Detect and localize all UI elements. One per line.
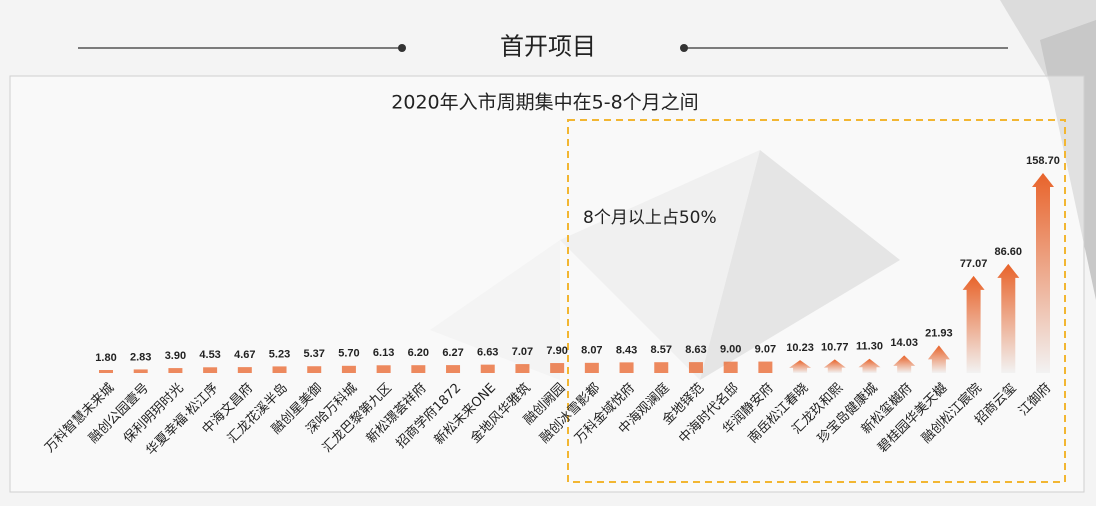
header-dot bbox=[398, 44, 406, 52]
bar bbox=[654, 362, 669, 373]
value-label: 5.23 bbox=[269, 348, 290, 360]
bar bbox=[723, 361, 738, 373]
bar bbox=[1032, 173, 1054, 373]
bar bbox=[341, 365, 356, 373]
value-label: 8.43 bbox=[616, 344, 637, 356]
bar bbox=[480, 364, 495, 373]
bar bbox=[376, 365, 391, 373]
value-label: 4.67 bbox=[234, 349, 255, 361]
value-label: 8.07 bbox=[581, 345, 602, 357]
chart-title: 首开项目 bbox=[500, 33, 596, 61]
bar bbox=[307, 366, 322, 373]
value-label: 77.07 bbox=[960, 258, 988, 270]
bar bbox=[168, 368, 183, 373]
value-label: 10.23 bbox=[786, 342, 814, 354]
bar bbox=[962, 275, 985, 373]
decoration bbox=[430, 0, 1096, 380]
bar bbox=[758, 361, 773, 373]
bar bbox=[99, 370, 113, 373]
value-label: 14.03 bbox=[890, 337, 918, 349]
value-label: 21.93 bbox=[925, 327, 953, 339]
bar bbox=[927, 345, 950, 373]
bar bbox=[515, 364, 530, 373]
bar bbox=[997, 263, 1020, 373]
annotation: 8个月以上占50% bbox=[583, 208, 717, 228]
bar bbox=[688, 362, 703, 373]
value-label: 7.07 bbox=[512, 346, 533, 358]
panel bbox=[9, 75, 1085, 493]
value-label: 4.53 bbox=[199, 349, 220, 361]
value-label: 6.27 bbox=[442, 347, 463, 359]
value-label: 9.07 bbox=[755, 343, 776, 355]
value-label: 6.20 bbox=[408, 347, 429, 359]
bar bbox=[446, 365, 461, 373]
bar bbox=[133, 369, 148, 373]
value-label: 2.83 bbox=[130, 351, 151, 363]
bar bbox=[272, 366, 287, 373]
bar bbox=[893, 355, 916, 373]
value-label: 6.63 bbox=[477, 347, 498, 359]
header-dot bbox=[680, 44, 688, 52]
value-label: 7.90 bbox=[546, 345, 567, 357]
bar bbox=[823, 359, 846, 373]
bar bbox=[203, 367, 218, 373]
bar bbox=[237, 367, 252, 373]
bar bbox=[858, 358, 881, 373]
highlight-box bbox=[567, 119, 1066, 483]
bar bbox=[411, 365, 426, 373]
chart-subtitle: 2020年入市周期集中在5-8个月之间 bbox=[391, 92, 698, 114]
value-label: 1.80 bbox=[95, 352, 116, 364]
value-label: 158.70 bbox=[1026, 155, 1060, 167]
value-label: 86.60 bbox=[995, 246, 1023, 258]
value-label: 8.63 bbox=[685, 344, 706, 356]
bar bbox=[789, 360, 812, 373]
value-label: 10.77 bbox=[821, 341, 849, 353]
value-label: 9.00 bbox=[720, 344, 741, 356]
value-label: 3.90 bbox=[165, 350, 186, 362]
value-label: 6.13 bbox=[373, 347, 394, 359]
bar bbox=[550, 363, 565, 373]
value-label: 8.57 bbox=[651, 344, 672, 356]
value-label: 5.37 bbox=[304, 348, 325, 360]
bar bbox=[619, 362, 634, 373]
value-label: 5.70 bbox=[338, 348, 359, 360]
value-label: 11.30 bbox=[856, 341, 883, 353]
bar bbox=[584, 362, 599, 373]
